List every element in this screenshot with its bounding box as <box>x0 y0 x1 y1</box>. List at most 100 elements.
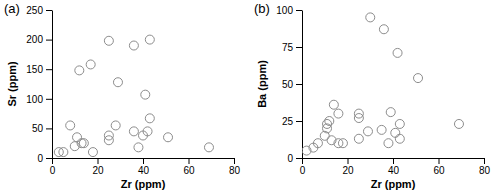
y-tick-mark <box>46 158 52 159</box>
panel: 0204060800255075100(b)Zr (ppm)Ba (ppm) <box>254 1 490 190</box>
y-tick-mark <box>296 47 302 48</box>
y-tick-mark <box>46 69 52 70</box>
point <box>454 119 463 128</box>
x-tick-mark <box>393 158 394 164</box>
point <box>354 114 363 123</box>
y-tick-mark <box>46 40 52 41</box>
point <box>363 127 372 136</box>
y-tick: 150 <box>26 64 52 75</box>
point <box>325 117 334 126</box>
x-axis: 0 20 40 60 80 <box>50 158 241 176</box>
point <box>143 127 152 136</box>
x-tick-label: 40 <box>388 165 400 176</box>
y-tick: 50 <box>32 123 52 134</box>
point <box>141 90 150 99</box>
y-axis-line <box>302 11 303 159</box>
y-tick-label: 100 <box>26 94 43 105</box>
y-tick-label: 250 <box>26 5 43 16</box>
y-tick-mark <box>296 158 302 159</box>
point <box>313 139 322 148</box>
x-tick: 60 <box>183 158 195 176</box>
x-tick: 60 <box>433 158 445 176</box>
x-tick: 80 <box>229 158 241 176</box>
y-tick-label: 200 <box>26 34 43 45</box>
point <box>113 78 122 87</box>
y-tick-label: 50 <box>282 79 294 90</box>
x-tick-mark <box>52 158 53 164</box>
y-axis-line <box>52 11 53 159</box>
x-tick: 20 <box>342 158 354 176</box>
point <box>88 148 97 157</box>
x-tick: 0 <box>50 158 56 176</box>
panel: 020406080050100150200250(a)Zr (ppm)Sr (p… <box>4 1 240 190</box>
x-tick-label: 60 <box>183 165 195 176</box>
x-tick: 80 <box>479 158 491 176</box>
x-tick-mark <box>234 158 235 164</box>
point <box>391 128 400 137</box>
y-tick-label: 0 <box>287 153 293 164</box>
point <box>386 108 395 117</box>
point <box>129 41 138 50</box>
point <box>129 127 138 136</box>
y-tick-mark <box>296 121 302 122</box>
point <box>66 121 75 130</box>
point <box>77 139 86 148</box>
panel-title: (a) <box>4 1 20 16</box>
x-tick: 40 <box>388 158 400 176</box>
x-axis-title: Zr (ppm) <box>371 178 416 190</box>
y-tick-label: 75 <box>282 42 294 53</box>
y-tick-mark <box>296 10 302 11</box>
x-tick-label: 80 <box>229 165 241 176</box>
y-axis: 0 25 50 75 100 <box>276 5 302 164</box>
point <box>329 100 338 109</box>
y-tick-mark <box>46 99 52 100</box>
point <box>393 48 402 57</box>
y-tick: 50 <box>282 79 302 90</box>
point <box>111 121 120 130</box>
y-tick: 0 <box>287 153 302 164</box>
point <box>79 139 88 148</box>
x-tick-mark <box>302 158 303 164</box>
y-tick: 100 <box>276 5 302 16</box>
y-tick-mark <box>46 10 52 11</box>
point <box>75 66 84 75</box>
point <box>104 36 113 45</box>
point <box>395 119 404 128</box>
x-tick-label: 0 <box>50 165 56 176</box>
x-tick-mark <box>189 158 190 164</box>
y-tick: 25 <box>282 116 302 127</box>
y-tick: 250 <box>26 5 52 16</box>
y-tick-mark <box>296 84 302 85</box>
point <box>395 134 404 143</box>
point <box>384 139 393 148</box>
y-tick: 0 <box>37 153 52 164</box>
y-tick-label: 150 <box>26 64 43 75</box>
point <box>323 119 332 128</box>
x-tick-mark <box>143 158 144 164</box>
x-tick-label: 40 <box>138 165 150 176</box>
points <box>302 13 463 155</box>
x-tick-mark <box>439 158 440 164</box>
point <box>164 133 173 142</box>
point <box>414 74 423 83</box>
figure: 020406080050100150200250(a)Zr (ppm)Sr (p… <box>0 0 500 192</box>
x-tick: 0 <box>300 158 306 176</box>
y-axis-title: Sr (ppm) <box>6 61 18 107</box>
y-tick: 75 <box>282 42 302 53</box>
point <box>104 131 113 140</box>
panel-title: (b) <box>254 1 270 16</box>
y-tick-label: 50 <box>32 123 44 134</box>
point <box>145 35 154 44</box>
y-tick: 200 <box>26 34 52 45</box>
x-tick-label: 60 <box>433 165 445 176</box>
point <box>86 60 95 69</box>
point <box>145 114 154 123</box>
x-axis: 0 20 40 60 80 <box>300 158 491 176</box>
x-tick-mark <box>348 158 349 164</box>
x-tick-mark <box>484 158 485 164</box>
point <box>354 134 363 143</box>
x-tick: 20 <box>92 158 104 176</box>
y-axis: 0 50 100 150 200 250 <box>26 5 52 164</box>
point <box>338 139 347 148</box>
x-tick-mark <box>98 158 99 164</box>
